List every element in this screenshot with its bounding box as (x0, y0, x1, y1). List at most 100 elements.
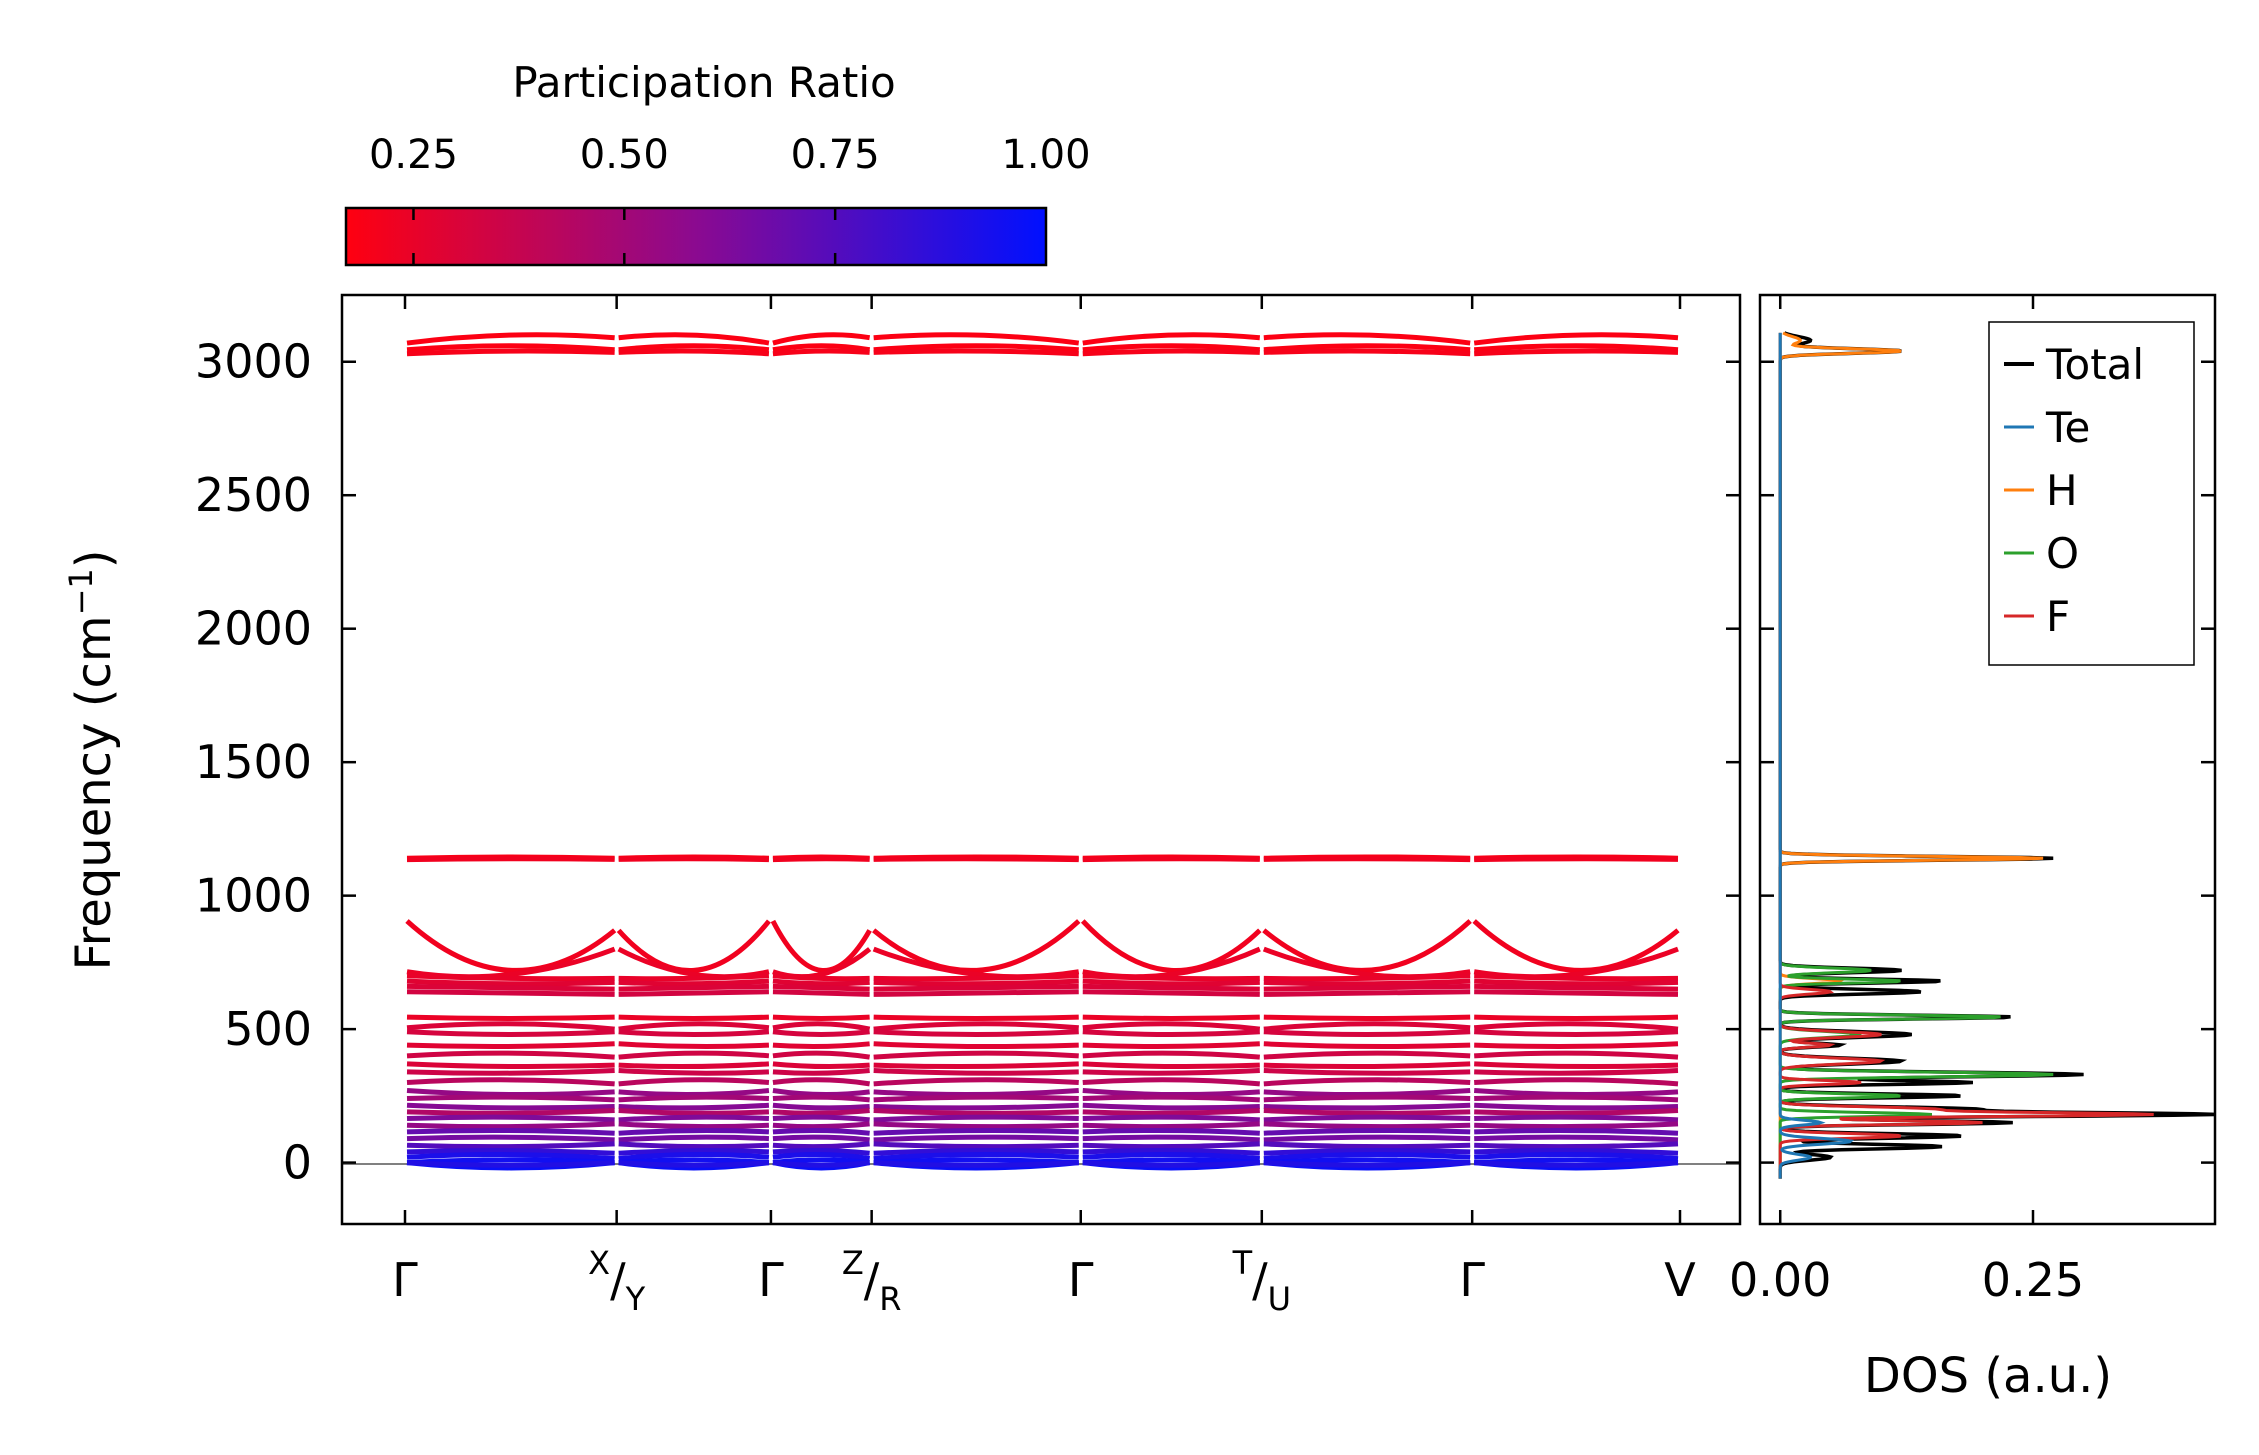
phonon-band (1474, 989, 1679, 997)
dos-x-tick-label: 0.00 (1729, 1253, 1831, 1307)
phonon-band (1474, 1050, 1679, 1060)
phonon-band (618, 332, 770, 346)
phonon-band (1263, 1160, 1471, 1168)
phonon-band (873, 1061, 1079, 1070)
colorbar-title: Participation Ratio (512, 58, 895, 107)
phonon-band (405, 919, 617, 973)
phonon-band (772, 1088, 870, 1098)
phonon-band (1082, 1077, 1261, 1087)
phonon-band (772, 1128, 870, 1136)
phonon-band (1474, 1077, 1679, 1087)
phonon-band (772, 1102, 870, 1111)
phonon-band (1263, 1029, 1471, 1037)
phonon-band (1082, 1041, 1260, 1050)
phonon-bands (405, 332, 1680, 1171)
phonon-band (873, 1014, 1079, 1021)
phonon-band (618, 1134, 770, 1143)
phonon-band (772, 332, 871, 346)
k-point-label: V (1664, 1253, 1696, 1307)
legend: Total Te HOF (1988, 321, 2195, 666)
y-axis-label: Frequency (cm−1) (62, 549, 122, 970)
phonon-band (873, 332, 1080, 346)
phonon-band (873, 1152, 1079, 1162)
phonon-band (1263, 332, 1471, 346)
phonon-band (1082, 1152, 1261, 1162)
phonon-band (1263, 1102, 1471, 1111)
phonon-band (772, 1077, 871, 1087)
phonon-band (1474, 983, 1679, 992)
phonon-band (406, 348, 615, 357)
phonon-band (618, 1108, 770, 1116)
phonon-band (772, 1041, 870, 1050)
phonon-band (618, 1050, 770, 1060)
band-frame (340, 293, 1742, 1226)
phonon-band (1263, 978, 1471, 987)
phonon-band (1263, 989, 1471, 997)
phonon-band (618, 1094, 770, 1103)
band-x-ticks: Γ X/Y Γ Z/R Γ T/U Γ V (392, 295, 1696, 1318)
phonon-band (616, 919, 771, 974)
colorbar-tick-label: 1.00 (1001, 132, 1090, 178)
phonon-band (873, 1114, 1079, 1123)
phonon-band (873, 1094, 1079, 1103)
phonon-band (1262, 919, 1472, 973)
phonon-band (406, 343, 615, 353)
phonon-band (1474, 856, 1679, 863)
phonon-band (772, 1061, 870, 1070)
phonon-band (1263, 1021, 1471, 1032)
phonon-band (772, 1094, 870, 1103)
phonon-band (873, 973, 1079, 982)
phonon-band (406, 1068, 615, 1076)
phonon-band (772, 1121, 870, 1130)
phonon-band (1474, 1148, 1679, 1156)
colorbar-tick-labels: 0.25 0.50 0.75 1.00 (369, 132, 1091, 178)
phonon-band (772, 983, 870, 992)
phonon-band (1082, 1088, 1260, 1098)
colorbar-gradient (344, 206, 1048, 267)
phonon-band (618, 1141, 770, 1150)
phonon-band (1473, 332, 1679, 346)
phonon-band (1474, 978, 1679, 987)
phonon-band (1263, 1050, 1471, 1060)
k-point-label: Γ (392, 1253, 418, 1307)
y-tick-label: 500 (224, 1002, 312, 1056)
phonon-band (618, 1148, 770, 1156)
phonon-band (1263, 1068, 1471, 1076)
phonon-band (1082, 1102, 1260, 1111)
phonon-band (1082, 1050, 1261, 1060)
y-tick-label: 2500 (195, 468, 312, 522)
phonon-band (406, 1121, 615, 1130)
phonon-band (1263, 973, 1471, 982)
phonon-band (873, 978, 1079, 987)
phonon-band (1263, 856, 1471, 863)
phonon-band (1082, 978, 1260, 987)
phonon-band (873, 343, 1079, 353)
y-tick-label: 1000 (195, 869, 312, 923)
phonon-band (873, 1029, 1079, 1037)
phonon-band (618, 1152, 770, 1162)
phonon-band (618, 1029, 770, 1037)
phonon-band (872, 919, 1081, 973)
phonon-band (1082, 1108, 1260, 1116)
phonon-band (873, 1068, 1079, 1076)
phonon-band (1263, 1088, 1471, 1098)
phonon-band (873, 1128, 1079, 1136)
phonon-band (406, 973, 615, 982)
k-point-label: X/Y (588, 1244, 645, 1318)
phonon-band (1263, 1121, 1471, 1130)
phonon-band (406, 1061, 615, 1070)
phonon-band (1474, 1152, 1679, 1162)
phonon-band (618, 973, 770, 982)
dos-frame (1758, 293, 2217, 1226)
phonon-band (1474, 1102, 1679, 1111)
phonon-band (873, 1021, 1079, 1032)
phonon-band (1474, 1029, 1679, 1037)
phonon-band (1263, 1094, 1471, 1103)
phonon-band (772, 1021, 871, 1032)
phonon-band (1082, 1021, 1261, 1032)
legend-box (1988, 321, 2195, 666)
phonon-band (1082, 1094, 1260, 1103)
phonon-band (1474, 1160, 1679, 1168)
phonon-band (406, 1077, 615, 1087)
